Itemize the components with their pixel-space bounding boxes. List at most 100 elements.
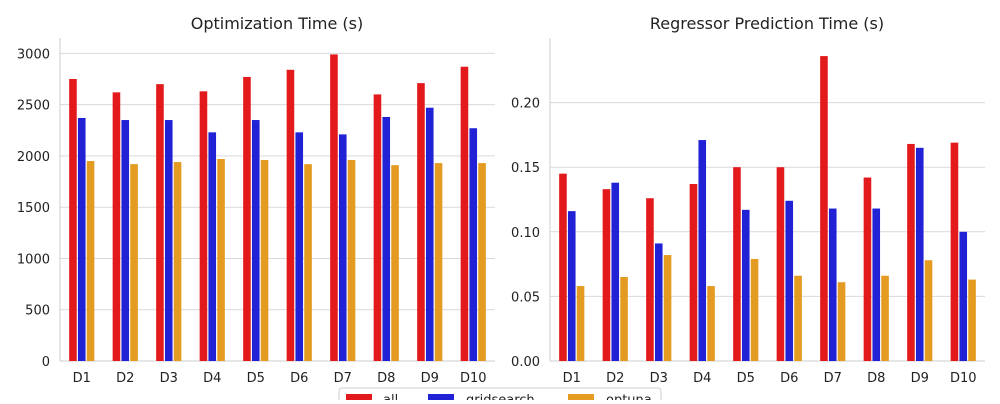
bar-optuna-D6 (304, 164, 312, 361)
bar-all-D4 (199, 91, 208, 362)
legend-swatch-gridsearch (428, 394, 454, 403)
bar-gridsearch-D5 (741, 209, 750, 361)
x-tick-label: D7 (824, 371, 842, 386)
bar-optuna-D1 (86, 161, 95, 361)
legend-label-all: all (383, 393, 398, 400)
x-tick-label: D7 (334, 371, 352, 386)
x-tick-label: D9 (911, 371, 929, 386)
bar-gridsearch-D8 (382, 116, 391, 361)
y-tick-label: 2500 (17, 99, 50, 114)
x-tick-label: D4 (693, 371, 711, 386)
bar-all-D3 (646, 198, 654, 361)
bar-optuna-D8 (391, 165, 399, 361)
chart-title: Regressor Prediction Time (s) (650, 14, 884, 33)
bar-optuna-D5 (260, 160, 269, 361)
y-tick-label: 500 (25, 304, 50, 319)
legend-swatch-all (346, 394, 372, 403)
bar-gridsearch-D10 (959, 231, 968, 361)
x-tick-label: D8 (867, 371, 885, 386)
bar-all-D8 (863, 177, 872, 361)
prediction-time-panel: Regressor Prediction Time (s) 0.00 0.05 0.… (511, 14, 985, 386)
x-tick-label: D10 (460, 371, 487, 386)
bar-optuna-D5 (750, 258, 759, 361)
bar-gridsearch-D9 (425, 107, 434, 361)
x-tick-label: D2 (606, 371, 624, 386)
legend-swatch-optuna (568, 394, 594, 403)
bar-all-D10 (460, 66, 469, 361)
x-tick-label: D2 (116, 371, 134, 386)
bar-gridsearch-D4 (698, 140, 707, 361)
y-tick-label: 2000 (17, 150, 50, 165)
bar-gridsearch-D8 (872, 208, 881, 361)
bar-gridsearch-D7 (338, 134, 347, 361)
y-tick-label: 0.05 (511, 290, 540, 305)
bar-gridsearch-D9 (915, 147, 924, 361)
bar-all-D2 (112, 92, 121, 361)
legend-label-optuna: optuna (606, 393, 652, 400)
x-tick-label: D5 (247, 371, 265, 386)
x-tick-label: D10 (950, 371, 977, 386)
bar-optuna-D6 (794, 275, 802, 361)
chart-title: Optimization Time (s) (191, 14, 364, 33)
x-tick-label: D6 (290, 371, 308, 386)
bar-all-D9 (417, 83, 425, 361)
bar-optuna-D4 (707, 286, 715, 361)
x-tick-label: D3 (650, 371, 668, 386)
x-tick-label: D5 (737, 371, 755, 386)
bar-gridsearch-D4 (208, 132, 217, 361)
bar-optuna-D4 (217, 158, 225, 361)
x-tick-label: D1 (73, 371, 91, 386)
bar-all-D8 (373, 94, 382, 362)
x-tick-label: D4 (203, 371, 221, 386)
bar-all-D9 (907, 143, 915, 361)
bar-gridsearch-D1 (77, 117, 86, 361)
y-tick-label: 0.20 (511, 97, 540, 112)
bar-all-D5 (733, 167, 741, 361)
y-tick-label: 0 (42, 355, 50, 370)
y-tick-label: 0.00 (511, 355, 540, 370)
bar-gridsearch-D3 (654, 243, 663, 361)
bar-all-D10 (950, 142, 959, 361)
legend: all gridsearch optuna (338, 387, 662, 404)
bar-gridsearch-D2 (121, 120, 130, 362)
bar-optuna-D9 (434, 163, 443, 361)
bar-all-D6 (286, 69, 295, 362)
y-tick-label: 1000 (17, 252, 50, 267)
bar-gridsearch-D7 (828, 208, 837, 361)
bar-all-D2 (602, 189, 611, 361)
bar-optuna-D8 (881, 275, 889, 361)
legend-label-gridsearch: gridsearch (466, 393, 535, 400)
bar-gridsearch-D5 (251, 120, 260, 362)
bar-optuna-D10 (968, 279, 976, 361)
bar-optuna-D1 (576, 286, 585, 361)
bar-optuna-D2 (130, 164, 138, 361)
bar-all-D3 (156, 84, 164, 362)
x-tick-label: D9 (421, 371, 439, 386)
bar-all-D6 (776, 167, 785, 361)
bar-optuna-D3 (663, 255, 672, 361)
bar-all-D5 (243, 76, 251, 361)
bar-optuna-D7 (347, 160, 356, 361)
optimization-time-panel: Optimization Time (s) 0 500 1000 1500 2000 25… (17, 14, 495, 386)
y-tick-label: 1500 (17, 201, 50, 216)
bar-all-D1 (559, 173, 567, 361)
y-tick-label: 0.15 (511, 161, 540, 176)
bar-optuna-D10 (478, 163, 486, 361)
bar-optuna-D7 (837, 282, 846, 361)
y-tick-label: 0.10 (511, 226, 540, 241)
bar-optuna-D9 (924, 260, 933, 361)
bar-gridsearch-D6 (295, 132, 304, 361)
bar-gridsearch-D3 (164, 120, 173, 362)
bar-optuna-D2 (620, 277, 628, 361)
bar-optuna-D3 (173, 162, 182, 361)
bar-gridsearch-D6 (785, 200, 794, 361)
bar-gridsearch-D10 (469, 128, 478, 361)
y-tick-label: 3000 (17, 47, 50, 62)
bar-all-D7 (820, 56, 828, 361)
x-tick-label: D1 (563, 371, 581, 386)
bar-all-D4 (689, 183, 698, 361)
x-tick-label: D8 (377, 371, 395, 386)
bar-gridsearch-D2 (611, 182, 620, 361)
